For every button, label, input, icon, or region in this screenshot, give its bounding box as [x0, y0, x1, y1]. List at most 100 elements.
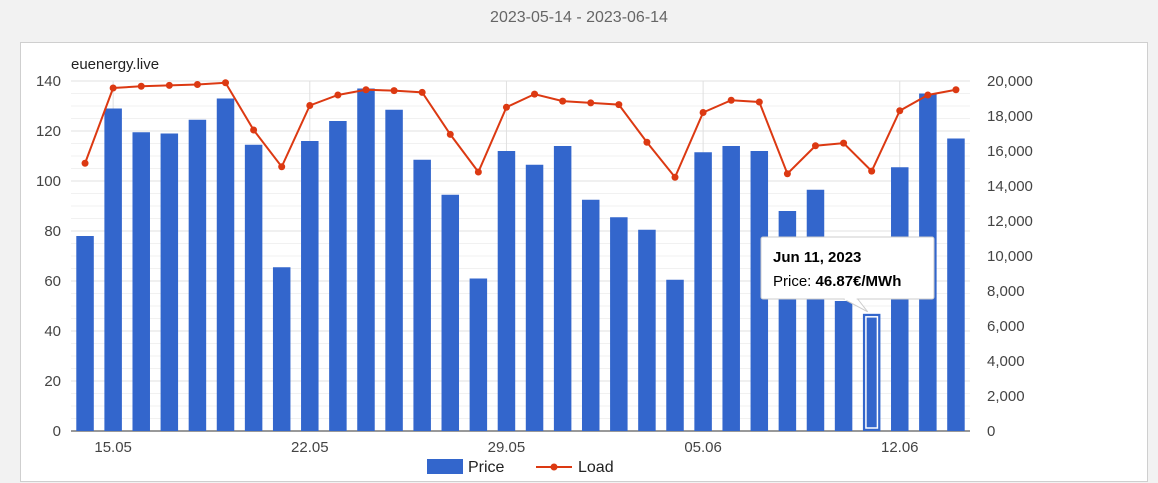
price-bar — [132, 132, 150, 431]
price-bar — [76, 236, 94, 431]
x-tick-label: 12.06 — [881, 439, 919, 456]
tooltip-title: Jun 11, 2023 — [773, 249, 861, 266]
load-point — [840, 139, 848, 147]
price-bar — [862, 313, 881, 431]
load-point — [278, 163, 286, 171]
y-left-tick-label: 140 — [36, 73, 61, 90]
y-right-tick-label: 0 — [987, 423, 995, 440]
date-range-title: 2023-05-14 - 2023-06-14 — [490, 9, 668, 26]
price-bar — [216, 98, 235, 431]
price-bar — [329, 121, 347, 431]
y-right-tick-label: 6,000 — [987, 318, 1025, 335]
load-point — [755, 98, 763, 106]
load-point — [306, 102, 314, 109]
combo-chart: 0 20 40 60 80 100 120 140 0 2,000 4,000 6,000 8,000 1… — [36, 56, 1033, 476]
legend-price-label: Price — [468, 459, 505, 476]
y-right-tick-label: 10,000 — [987, 248, 1033, 265]
load-point — [81, 159, 89, 167]
y-right-tick-label: 14,000 — [987, 178, 1033, 195]
chart-container: 0 20 40 60 80 100 120 140 0 2,000 4,000 6,000 8,000 1… — [20, 42, 1148, 482]
price-bar — [413, 159, 431, 431]
load-point — [418, 88, 426, 96]
y-right-tick-label: 8,000 — [987, 283, 1025, 300]
tooltip-pointer-mask — [844, 297, 857, 301]
load-point — [390, 87, 398, 95]
chart-title: euenergy.live — [71, 56, 159, 73]
y-left-tick-label: 120 — [36, 123, 61, 140]
x-tick-label: 05.06 — [684, 439, 722, 456]
load-point — [615, 101, 623, 109]
price-bar — [638, 229, 656, 431]
x-tick-label: 22.05 — [291, 439, 329, 456]
tooltip-value-label: Price: — [773, 273, 816, 290]
highlighted-bar-outline — [865, 316, 879, 429]
load-point — [896, 107, 904, 115]
y-left-tick-label: 100 — [36, 173, 61, 190]
load-point — [699, 109, 707, 116]
price-bar — [301, 141, 319, 431]
price-bar — [722, 146, 740, 431]
load-point — [250, 126, 258, 134]
legend-load-marker — [550, 463, 558, 471]
load-point — [727, 96, 735, 104]
price-bar — [441, 194, 460, 431]
legend-load-label: Load — [578, 459, 614, 476]
load-point — [502, 103, 510, 111]
load-point — [643, 138, 651, 146]
price-bar — [610, 217, 628, 431]
price-bar — [666, 279, 684, 431]
y-left-tick-label: 60 — [44, 273, 61, 290]
price-bar — [581, 199, 600, 431]
y-right-tick-label: 18,000 — [987, 108, 1033, 125]
tooltip-value-number: 46.87€/MWh — [816, 273, 902, 290]
load-point — [952, 86, 960, 94]
legend-price-swatch — [427, 459, 463, 474]
load-point — [587, 99, 595, 107]
load-point — [783, 170, 791, 178]
price-bar — [553, 146, 572, 431]
y-right-tick-label: 4,000 — [987, 353, 1025, 370]
y-left-tick-label: 20 — [44, 373, 61, 390]
price-bar — [188, 119, 207, 431]
price-bar — [834, 301, 853, 431]
price-bar — [469, 278, 488, 431]
price-bar — [104, 108, 122, 431]
y-left-tick-label: 40 — [44, 323, 61, 340]
y-left-tick-label: 0 — [53, 423, 61, 440]
load-point — [924, 91, 932, 99]
load-point — [334, 91, 342, 99]
y-right-tick-label: 20,000 — [987, 73, 1033, 90]
load-point — [137, 82, 145, 90]
load-point — [531, 90, 539, 98]
tooltip-value: Price: 46.87€/MWh — [773, 273, 901, 290]
y-right-tick-label: 12,000 — [987, 213, 1033, 230]
price-bar — [357, 88, 375, 431]
load-point — [559, 97, 567, 105]
load-point — [109, 84, 117, 92]
load-point — [362, 86, 370, 94]
price-bar — [272, 267, 291, 431]
y-right-tick-label: 16,000 — [987, 143, 1033, 160]
price-bar — [525, 164, 544, 431]
load-line — [84, 81, 957, 180]
load-point — [222, 79, 230, 87]
price-bar — [947, 138, 965, 431]
load-point — [193, 81, 201, 88]
load-point — [474, 168, 482, 176]
tooltip: Jun 11, 2023 Price: 46.87€/MWh — [760, 236, 935, 313]
y-right-tick-label: 2,000 — [987, 388, 1025, 405]
price-bar — [497, 151, 516, 431]
price-bar — [160, 133, 179, 431]
price-bar — [806, 189, 825, 431]
y-left-tick-label: 80 — [44, 223, 61, 240]
price-bar — [244, 144, 263, 431]
load-point — [446, 130, 454, 138]
price-bar — [385, 109, 403, 431]
load-point — [811, 142, 819, 150]
price-bar — [750, 151, 769, 431]
load-point — [868, 167, 876, 175]
x-tick-label: 15.05 — [94, 439, 132, 456]
load-point — [671, 173, 679, 181]
x-tick-label: 29.05 — [488, 439, 526, 456]
price-bar — [694, 152, 712, 431]
